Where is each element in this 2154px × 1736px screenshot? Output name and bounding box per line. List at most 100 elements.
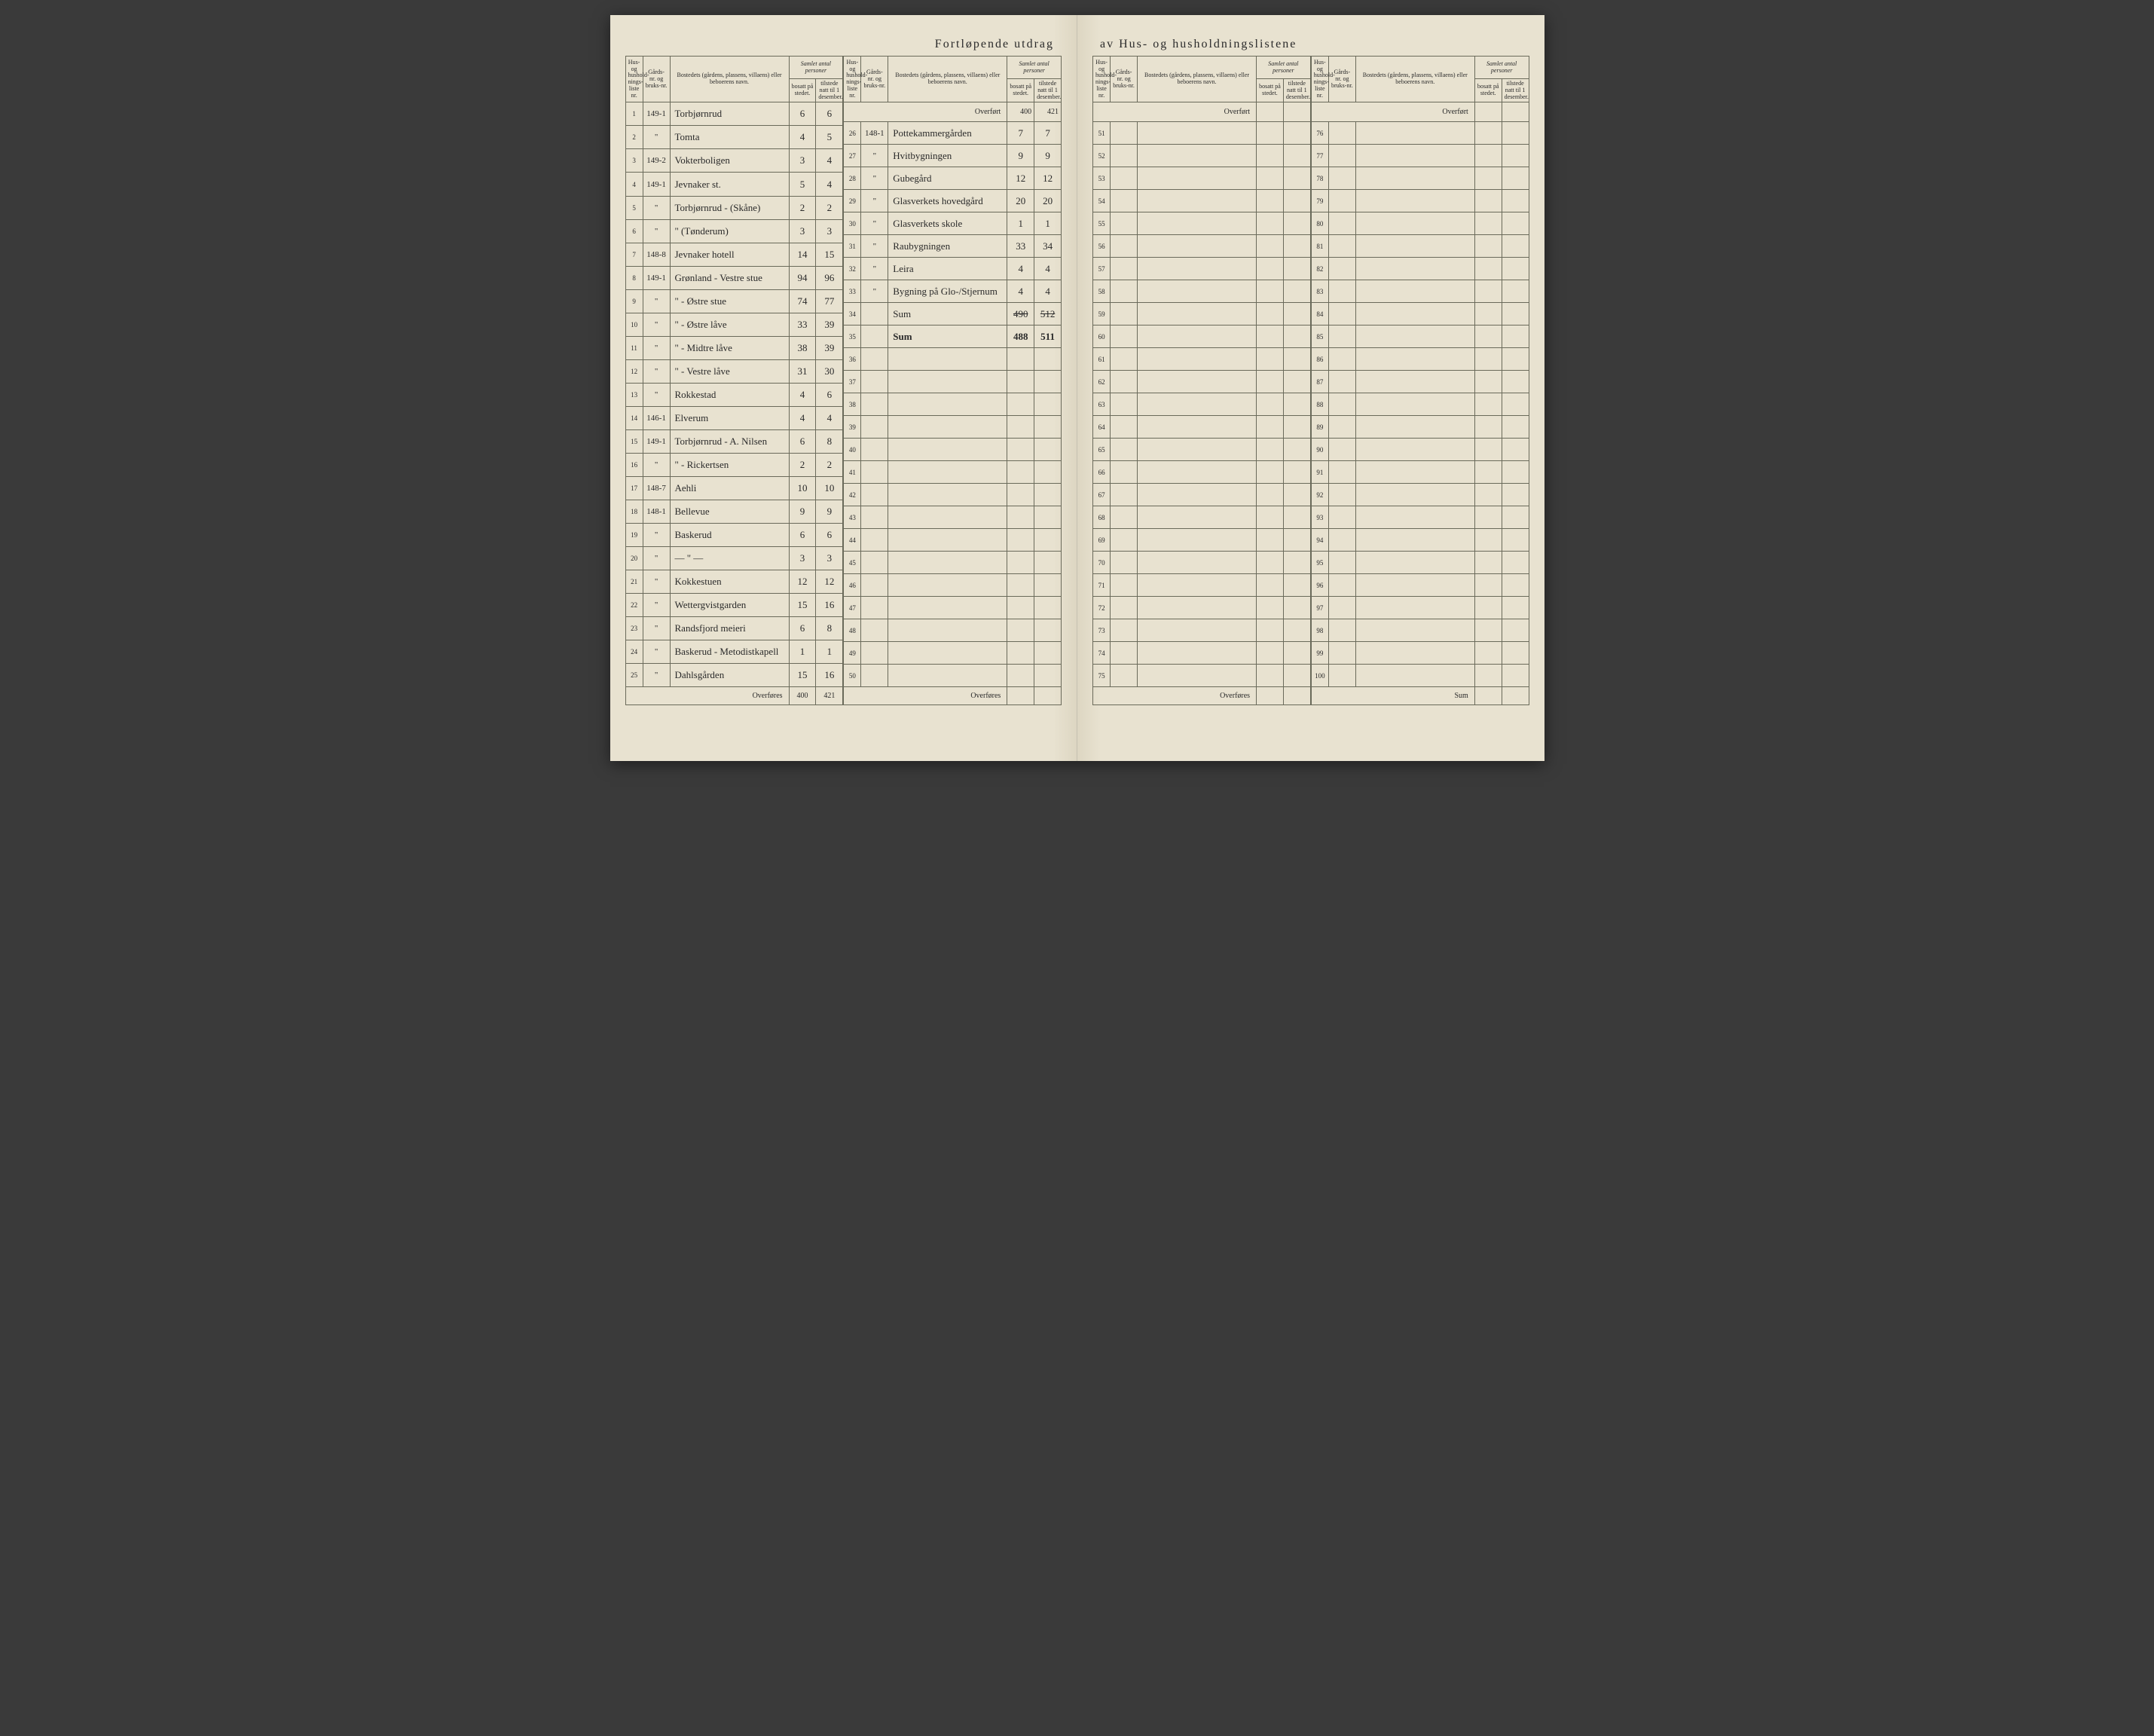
table-row: 26148-1Pottekammergården77 — [844, 122, 1062, 145]
block4: Hus- og hushold-nings-liste nr. Gårds-nr… — [1311, 56, 1529, 705]
table-row: 45 — [844, 552, 1062, 574]
table-row: 5"Torbjørnrud - (Skåne)22 — [625, 196, 843, 219]
table-row: 20"— " —33 — [625, 546, 843, 570]
table-row: 2"Tomta45 — [625, 126, 843, 149]
table-row: 47 — [844, 597, 1062, 619]
h-bosted: Bostedets (gårdens, plassens, villaens) … — [888, 57, 1007, 102]
h-gards: Gårds-nr. og bruks-nr. — [1111, 57, 1138, 102]
table-row: 79 — [1311, 190, 1529, 212]
table-row: 11"" - Midtre låve3839 — [625, 336, 843, 359]
h-tilstede: tilstede natt til 1 desember. — [1034, 79, 1062, 102]
table-row: 22"Wettergvistgarden1516 — [625, 594, 843, 617]
table-row: 89 — [1311, 416, 1529, 439]
block2-footer: Overføres — [844, 687, 1062, 705]
table-row: 36 — [844, 348, 1062, 371]
right-tables: Hus- og hushold-nings-liste nr. Gårds-nr… — [1092, 56, 1529, 705]
block1-footer: Overføres 400 421 — [625, 687, 843, 705]
table-row: 96 — [1311, 574, 1529, 597]
table-row: 81 — [1311, 235, 1529, 258]
table-row: 25"Dahlsgården1516 — [625, 664, 843, 687]
table-row: 64 — [1093, 416, 1311, 439]
table-row: 85 — [1311, 326, 1529, 348]
table-row: 78 — [1311, 167, 1529, 190]
h-group: Samlet antal personer — [1474, 57, 1529, 79]
block1: Hus- og hushold-nings-liste nr. Gårds-nr… — [625, 56, 844, 705]
h-nr: Hus- og hushold-nings-liste nr. — [1093, 57, 1111, 102]
table-row: 93 — [1311, 506, 1529, 529]
table-row: 94 — [1311, 529, 1529, 552]
table-row: 34Sum490512 — [844, 303, 1062, 326]
table-row: 100 — [1311, 665, 1529, 687]
h-bosted: Bostedets (gårdens, plassens, villaens) … — [1138, 57, 1257, 102]
table-row: 53 — [1093, 167, 1311, 190]
table-row: 42 — [844, 484, 1062, 506]
table-row: 28"Gubegård1212 — [844, 167, 1062, 190]
table-row: 46 — [844, 574, 1062, 597]
table-row: 75 — [1093, 665, 1311, 687]
h-gards: Gårds-nr. og bruks-nr. — [1328, 57, 1355, 102]
table-row: 52 — [1093, 145, 1311, 167]
h-nr: Hus- og hushold-nings-liste nr. — [1311, 57, 1328, 102]
table-row: 6"" (Tønderum)33 — [625, 219, 843, 243]
h-nr: Hus- og hushold-nings-liste nr. — [625, 57, 643, 102]
table-row: 15149-1Torbjørnrud - A. Nilsen68 — [625, 429, 843, 453]
table-row: 98 — [1311, 619, 1529, 642]
table-row: 59 — [1093, 303, 1311, 326]
table-row: 83 — [1311, 280, 1529, 303]
h-gards: Gårds-nr. og bruks-nr. — [861, 57, 888, 102]
left-page: Fortløpende utdrag Hus- og hushold-nings… — [610, 15, 1078, 761]
b1-foot-c1: 400 — [789, 687, 816, 705]
table-row: 38 — [844, 393, 1062, 416]
block3-footer: Overføres — [1093, 687, 1311, 705]
table-row: 9"" - Østre stue7477 — [625, 289, 843, 313]
table-row: 50 — [844, 665, 1062, 687]
table-row: 58 — [1093, 280, 1311, 303]
table-row: 57 — [1093, 258, 1311, 280]
table-row: 60 — [1093, 326, 1311, 348]
table-row: 56 — [1093, 235, 1311, 258]
table-row: 55 — [1093, 212, 1311, 235]
table-row: 92 — [1311, 484, 1529, 506]
table-row: 23"Randsfjord meieri68 — [625, 617, 843, 640]
table-row: 21"Kokkestuen1212 — [625, 570, 843, 594]
table-row: 30"Glasverkets skole11 — [844, 212, 1062, 235]
table-row: 97 — [1311, 597, 1529, 619]
table-row: 31"Raubygningen3334 — [844, 235, 1062, 258]
table-row: 7148-8Jevnaker hotell1415 — [625, 243, 843, 266]
table-row: 12"" - Vestre låve3130 — [625, 359, 843, 383]
table-row: 66 — [1093, 461, 1311, 484]
table-row: 80 — [1311, 212, 1529, 235]
table-row: 69 — [1093, 529, 1311, 552]
h-bosatt: bosatt på stedet. — [789, 79, 816, 102]
h-nr: Hus- og hushold-nings-liste nr. — [844, 57, 861, 102]
h-bosatt: bosatt på stedet. — [1007, 79, 1034, 102]
table-row: 84 — [1311, 303, 1529, 326]
h-bosatt: bosatt på stedet. — [1257, 79, 1284, 102]
table-row: 54 — [1093, 190, 1311, 212]
ledger-spread: Fortløpende utdrag Hus- og hushold-nings… — [610, 15, 1544, 761]
table-row: 48 — [844, 619, 1062, 642]
table-row: 35Sum488511 — [844, 326, 1062, 348]
h-tilstede: tilstede natt til 1 desember. — [1502, 79, 1529, 102]
table-row: 10"" - Østre låve3339 — [625, 313, 843, 336]
table-row: 44 — [844, 529, 1062, 552]
block4-footer: Sum — [1311, 687, 1529, 705]
h-bosatt: bosatt på stedet. — [1474, 79, 1502, 102]
h-tilstede: tilstede natt til 1 desember. — [816, 79, 843, 102]
table-row: 71 — [1093, 574, 1311, 597]
left-tables: Hus- og hushold-nings-liste nr. Gårds-nr… — [625, 56, 1062, 705]
table-row: 4149-1Jevnaker st.54 — [625, 173, 843, 196]
table-row: 67 — [1093, 484, 1311, 506]
table-row: 76 — [1311, 122, 1529, 145]
title-right: av Hus- og husholdningslistene — [1092, 38, 1529, 51]
block3: Hus- og hushold-nings-liste nr. Gårds-nr… — [1092, 56, 1311, 705]
table-row: 90 — [1311, 439, 1529, 461]
table-row: 19"Baskerud66 — [625, 523, 843, 546]
table-row: 63 — [1093, 393, 1311, 416]
b1-foot-c2: 421 — [816, 687, 843, 705]
table-row: 1149-1Torbjørnrud66 — [625, 102, 843, 126]
table-row: 88 — [1311, 393, 1529, 416]
table-row: 82 — [1311, 258, 1529, 280]
table-row: 91 — [1311, 461, 1529, 484]
table-row: 37 — [844, 371, 1062, 393]
